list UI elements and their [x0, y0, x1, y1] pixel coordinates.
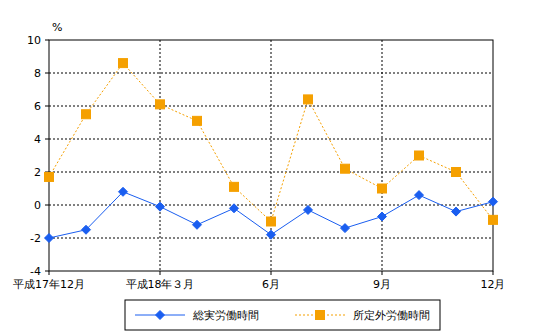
tick-label: 2 [34, 166, 41, 179]
data-point [156, 202, 165, 211]
tick [45, 205, 49, 206]
data-point [415, 151, 424, 160]
data-point [267, 230, 276, 239]
data-point [267, 217, 276, 226]
chart: -4 -2 0 2 4 6 8 10% 平成17年12月 平成18年３月 6月 9月 12月総実労働時間… [0, 0, 540, 336]
data-point [489, 215, 498, 224]
grid-line [160, 40, 161, 271]
tick [382, 271, 383, 275]
tick-label: 4 [34, 133, 41, 146]
data-point [119, 59, 128, 68]
data-point [45, 172, 54, 181]
tick [45, 73, 49, 74]
data-point [193, 220, 202, 229]
data-point [193, 116, 202, 125]
legend-box [125, 300, 440, 330]
legend-marker [316, 311, 325, 320]
data-point [341, 164, 350, 173]
tick-label: 10 [27, 34, 41, 47]
tick-label: 6 [34, 100, 41, 113]
data-point [341, 224, 350, 233]
data-point [230, 204, 239, 213]
legend-label: 総実労働時間 [192, 309, 259, 322]
data-point [156, 100, 165, 109]
tick [160, 271, 161, 275]
data-point [415, 191, 424, 200]
tick-label: -2 [30, 232, 41, 245]
data-point [82, 110, 91, 119]
tick-label: 8 [34, 67, 41, 80]
data-point [378, 184, 387, 193]
tick-label: 0 [34, 199, 41, 212]
tick [271, 271, 272, 275]
tick [45, 139, 49, 140]
legend-marker [156, 311, 165, 320]
data-point [304, 205, 313, 214]
tick [45, 271, 49, 272]
grid-line [382, 40, 383, 271]
tick [45, 40, 49, 41]
plot-frame [49, 40, 493, 271]
tick-label: 12月 [481, 278, 506, 291]
data-point [489, 197, 498, 206]
data-point [82, 225, 91, 234]
grid-line [49, 139, 493, 140]
axis-label: % [52, 21, 62, 34]
data-point [304, 95, 313, 104]
data-point [119, 187, 128, 196]
data-point [452, 207, 461, 216]
data-point [378, 212, 387, 221]
tick-label: -4 [30, 265, 41, 278]
data-point [452, 168, 461, 177]
tick [493, 271, 494, 275]
plot-area [45, 59, 498, 243]
data-point [45, 234, 54, 243]
series-line [49, 63, 493, 221]
tick-label: 6月 [262, 278, 280, 291]
tick-label: 平成18年３月 [126, 278, 195, 291]
tick-label: 9月 [373, 278, 391, 291]
data-point [230, 182, 239, 191]
tick-label: 平成17年12月 [13, 278, 85, 291]
tick [49, 271, 50, 275]
tick [45, 106, 49, 107]
legend-label: 所定外労働時間 [353, 309, 430, 322]
